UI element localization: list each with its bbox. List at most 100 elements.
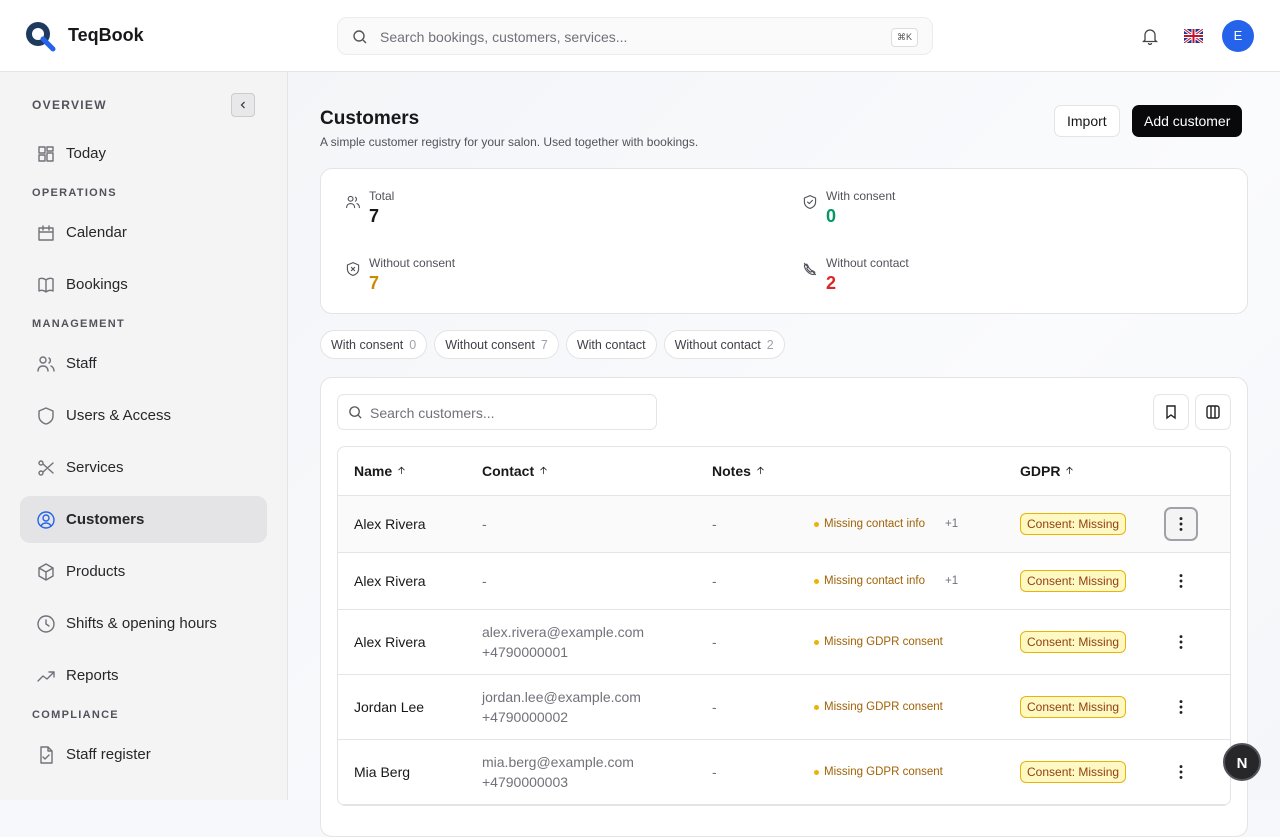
stat: Total 7 [345,189,645,233]
contact-line: - [482,516,487,532]
stat-value: 7 [369,273,380,293]
nav-label: Calendar [66,224,127,241]
table-row: Jordan Lee jordan.lee@example.com +4790000… [338,675,1230,740]
section-title: MANAGEMENT [32,318,126,330]
filter-label: With consent [331,337,404,352]
header: TeqBook Search bookings, customers, serv… [0,0,1280,72]
gdpr-badge: Consent: Missing [1020,631,1127,653]
stat-label: Without contact [826,256,909,270]
icon [1179,574,1183,588]
nav-label: Customers [66,511,145,528]
column-label: GDPR [1020,463,1061,479]
column-label: Notes [712,463,751,479]
filter-chip[interactable]: With consent 0 [320,330,428,359]
customer-name: Alex Rivera [354,634,426,650]
nav-item[interactable]: Services [20,444,267,491]
saved-views-button[interactable] [1153,394,1189,430]
filter-label: Without consent [445,337,535,352]
icon [1179,517,1183,531]
filter-chip[interactable]: With contact [565,330,657,359]
contact: alex.rivera@example.com +4790000001 [482,622,712,662]
warning-dot [814,521,819,527]
row-menu[interactable] [1164,690,1198,724]
icon [37,355,55,372]
global-search[interactable]: Search bookings, customers, services... … [337,17,933,55]
icon [1179,765,1183,779]
section-title: OVERVIEW [32,98,107,112]
nav-item[interactable]: Bookings [20,261,267,308]
avatar[interactable]: E [1222,20,1254,52]
notifications[interactable] [1142,27,1158,45]
nav-item[interactable]: Today [20,130,267,177]
nav-item[interactable]: Shifts & opening hours [20,600,267,647]
row-menu[interactable] [1164,507,1198,541]
gdpr-badge: Consent: Missing [1020,761,1127,783]
row-menu[interactable] [1164,564,1198,598]
notes: - [712,634,717,650]
nav-item[interactable]: Customers [20,496,267,543]
nav-item[interactable]: Staff register [20,731,267,778]
nav-item[interactable]: Products [20,548,267,595]
issue-text: Missing GDPR consent [824,636,943,648]
icon [40,745,53,764]
stat-value: 7 [369,206,380,226]
row-menu[interactable] [1164,755,1198,789]
notes: - [712,699,717,715]
icon [398,466,405,475]
contact: mia.berg@example.com +4790000003 [482,752,712,792]
filter-chip[interactable]: Without consent 7 [434,330,559,359]
column-header[interactable]: Contact [482,463,712,479]
columns-icon [1206,405,1220,419]
column-header[interactable]: Notes [712,463,814,479]
filter-chip[interactable]: Without contact 2 [663,330,785,359]
nav-label: Reports [66,667,119,684]
warning-dot [814,769,819,775]
gdpr-cell: Consent: Missing [1020,696,1180,718]
issue-text: Missing GDPR consent [824,766,943,778]
language-flag[interactable] [1184,29,1203,43]
issue: Missing GDPR consent [814,701,1020,713]
icon [1179,635,1183,649]
filters: With consent 0 Without consent 7 With contac… [320,330,785,359]
column-header[interactable]: Name [354,463,482,479]
stats-card: Total 7 With consent 0 Without consent 7 Witho… [320,168,1248,314]
table-card: Search customers... Name Contact Notes GDPR… [320,377,1248,837]
import-button[interactable]: Import [1054,105,1120,137]
customer-name: Alex Rivera [354,516,426,532]
nav-item[interactable]: Reports [20,652,267,699]
column-label: Contact [482,463,535,479]
nav-item[interactable]: Users & Access [20,392,267,439]
issue: Missing contact info +1 [814,575,1020,587]
filter-label: Without contact [674,337,761,352]
add-customer-button[interactable]: Add customer [1132,105,1243,137]
customer-search[interactable]: Search customers... [337,394,657,430]
stat-label: Total [369,189,395,203]
nav-item[interactable]: Staff [20,340,267,387]
issue: Missing GDPR consent [814,636,1020,648]
contact-line: - [482,573,487,589]
collapse-button[interactable] [231,93,255,117]
issue-text: Missing contact info [824,518,925,530]
stat: With consent 0 [802,189,1102,233]
contact: jordan.lee@example.com +4790000002 [482,687,712,727]
column-header[interactable]: GDPR [1020,463,1180,479]
page-title: Customers [320,108,420,129]
customer-name: Mia Berg [354,764,411,780]
stat-value: 0 [826,206,837,226]
filter-count: 2 [766,337,774,352]
row-menu[interactable] [1164,625,1198,659]
main: Customers A simple customer registry for… [288,72,1280,837]
nav-label: Users & Access [66,407,172,424]
stat-value: 2 [826,273,837,293]
issue-text: Missing GDPR consent [824,701,943,713]
chevron-icon [240,101,245,109]
nav-item[interactable]: Calendar [20,209,267,256]
warning-dot [814,639,819,645]
gdpr-badge: Consent: Missing [1020,696,1127,718]
table-row: Mia Berg mia.berg@example.com +4790000003 -… [338,740,1230,805]
stat-label: With consent [826,189,896,203]
contact-line: mia.berg@example.com [482,754,634,770]
assistant-button[interactable]: N [1223,743,1261,781]
columns-button[interactable] [1195,394,1231,430]
